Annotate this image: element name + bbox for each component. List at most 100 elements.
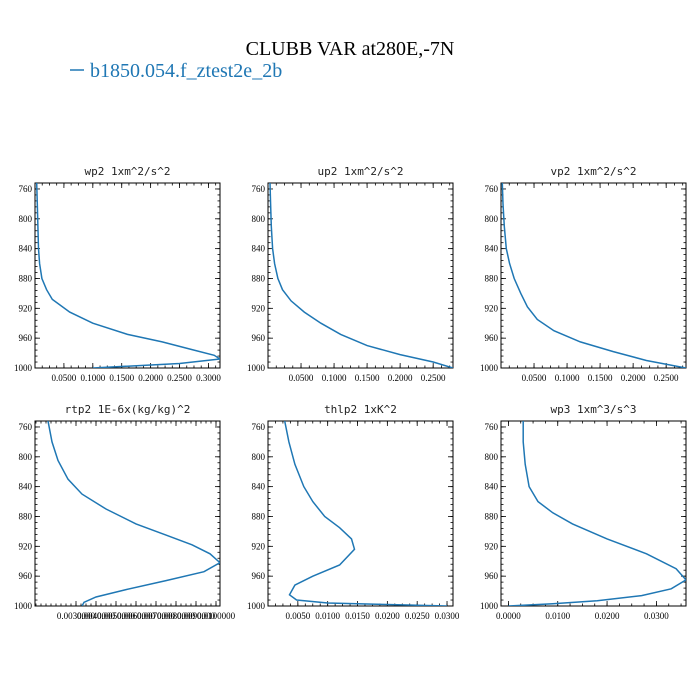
y-tick-label: 760 [252, 184, 266, 194]
x-tick-label: 0.0500 [289, 373, 314, 383]
y-tick-label: 840 [19, 244, 33, 254]
y-tick-label: 1000 [480, 363, 499, 373]
x-tick-label: 0.1500 [355, 373, 380, 383]
x-tick-label: 0.2000 [621, 373, 646, 383]
series-line [269, 183, 453, 368]
y-tick-label: 800 [19, 452, 33, 462]
x-tick-label: 0.1000 [80, 373, 105, 383]
x-tick-label: 0.1000 [555, 373, 580, 383]
x-tick-label: 0.2000 [388, 373, 413, 383]
y-tick-label: 760 [252, 422, 266, 432]
plot-frame [267, 420, 454, 607]
panel-title: up2 1xm^2/s^2 [317, 165, 403, 178]
legend: b1850.054.f_ztest2e_2b [70, 60, 282, 82]
x-tick-label: 0.0500 [522, 373, 547, 383]
x-tick-label: 0.2500 [421, 373, 446, 383]
panel-2: up2 1xm^2/s^2 760 800 840 880 920 960 1000 0.050… [247, 165, 454, 383]
panels-grid: wp2 1xm^2/s^2 760 800 840 880 920 960 1000 0.050… [14, 165, 687, 621]
y-tick-label: 760 [485, 422, 499, 432]
y-tick-label: 880 [252, 273, 266, 283]
y-tick-label: 800 [485, 452, 499, 462]
x-tick-label: 0.1000 [322, 373, 347, 383]
x-tick-label: 0.0100000 [197, 611, 236, 621]
plot-frame [500, 182, 687, 369]
x-tick-label: 0.1500 [109, 373, 134, 383]
x-tick-label: 0.2500 [654, 373, 679, 383]
series-line [35, 183, 220, 368]
y-tick-label: 1000 [247, 363, 266, 373]
x-tick-label: 0.0500 [52, 373, 77, 383]
plot-frame [34, 420, 221, 607]
y-tick-label: 1000 [14, 601, 33, 611]
panel-3: vp2 1xm^2/s^2 760 800 840 880 920 960 1000 0.050… [480, 165, 687, 383]
x-tick-label: 0.0080000 [157, 611, 196, 621]
series-line [47, 421, 220, 606]
y-tick-label: 800 [485, 214, 499, 224]
panel-title: thlp2 1xK^2 [324, 403, 397, 416]
x-tick-label: 0.3000 [196, 373, 221, 383]
x-tick-label: 0.2000 [138, 373, 163, 383]
y-tick-label: 880 [252, 511, 266, 521]
y-tick-label: 840 [485, 482, 499, 492]
y-tick-label: 960 [19, 571, 33, 581]
y-tick-label: 920 [485, 541, 499, 551]
x-tick-label: 0.0060000 [117, 611, 156, 621]
plot-frame [34, 182, 221, 369]
figure-title: CLUBB VAR at280E,-7N [246, 38, 455, 60]
y-tick-label: 1000 [14, 363, 33, 373]
legend-entry-label: b1850.054.f_ztest2e_2b [90, 60, 282, 82]
series-line [508, 421, 686, 606]
x-tick-label: 0.2500 [167, 373, 192, 383]
y-tick-label: 760 [19, 422, 33, 432]
y-tick-label: 960 [485, 571, 499, 581]
y-tick-label: 760 [19, 184, 33, 194]
y-tick-label: 800 [252, 214, 266, 224]
plot-frame [500, 420, 687, 607]
x-tick-label: 0.0200 [595, 611, 620, 621]
y-tick-label: 800 [252, 452, 266, 462]
y-tick-label: 960 [485, 333, 499, 343]
y-tick-label: 960 [19, 333, 33, 343]
panel-title: wp2 1xm^2/s^2 [84, 165, 170, 178]
x-tick-label: 0.0200 [375, 611, 400, 621]
y-tick-label: 920 [252, 541, 266, 551]
y-tick-label: 880 [485, 511, 499, 521]
y-tick-label: 760 [485, 184, 499, 194]
y-tick-label: 1000 [247, 601, 266, 611]
panel-title: vp2 1xm^2/s^2 [550, 165, 636, 178]
panel-5: thlp2 1xK^2 760 800 840 880 920 960 1000 0.0050 0… [247, 403, 460, 621]
x-tick-label: 0.0090000 [177, 611, 216, 621]
y-tick-label: 880 [19, 273, 33, 283]
panel-6: wp3 1xm^3/s^3 760 800 840 880 920 960 10000.000… [480, 403, 687, 621]
x-tick-label: 0.1500 [588, 373, 613, 383]
y-tick-label: 920 [19, 303, 33, 313]
y-tick-label: 920 [252, 303, 266, 313]
x-tick-label: 0.0250 [405, 611, 430, 621]
x-tick-label: 0.0300 [435, 611, 460, 621]
x-tick-label: 0.0050 [285, 611, 310, 621]
y-tick-label: 960 [252, 333, 266, 343]
x-tick-label: 0.0000 [496, 611, 521, 621]
y-tick-label: 840 [252, 482, 266, 492]
series-line [501, 183, 686, 368]
y-tick-label: 880 [19, 511, 33, 521]
plot-frame [267, 182, 454, 369]
y-tick-label: 800 [19, 214, 33, 224]
x-tick-label: 0.0150 [345, 611, 370, 621]
y-tick-label: 840 [485, 244, 499, 254]
y-tick-label: 840 [19, 482, 33, 492]
series-line [283, 421, 448, 606]
y-tick-label: 960 [252, 571, 266, 581]
y-tick-label: 920 [485, 303, 499, 313]
panel-4: rtp2 1E-6x(kg/kg)^2 760 800 840 880 920 960 100… [14, 403, 236, 621]
x-tick-label: 0.0300 [644, 611, 669, 621]
x-tick-label: 0.0100 [315, 611, 340, 621]
panel-title: rtp2 1E-6x(kg/kg)^2 [65, 403, 191, 416]
y-tick-label: 1000 [480, 601, 499, 611]
x-tick-label: 0.0030000 [57, 611, 96, 621]
x-tick-label: 0.0100 [545, 611, 570, 621]
x-tick-label: 0.0040000 [77, 611, 116, 621]
y-tick-label: 840 [252, 244, 266, 254]
y-tick-label: 920 [19, 541, 33, 551]
